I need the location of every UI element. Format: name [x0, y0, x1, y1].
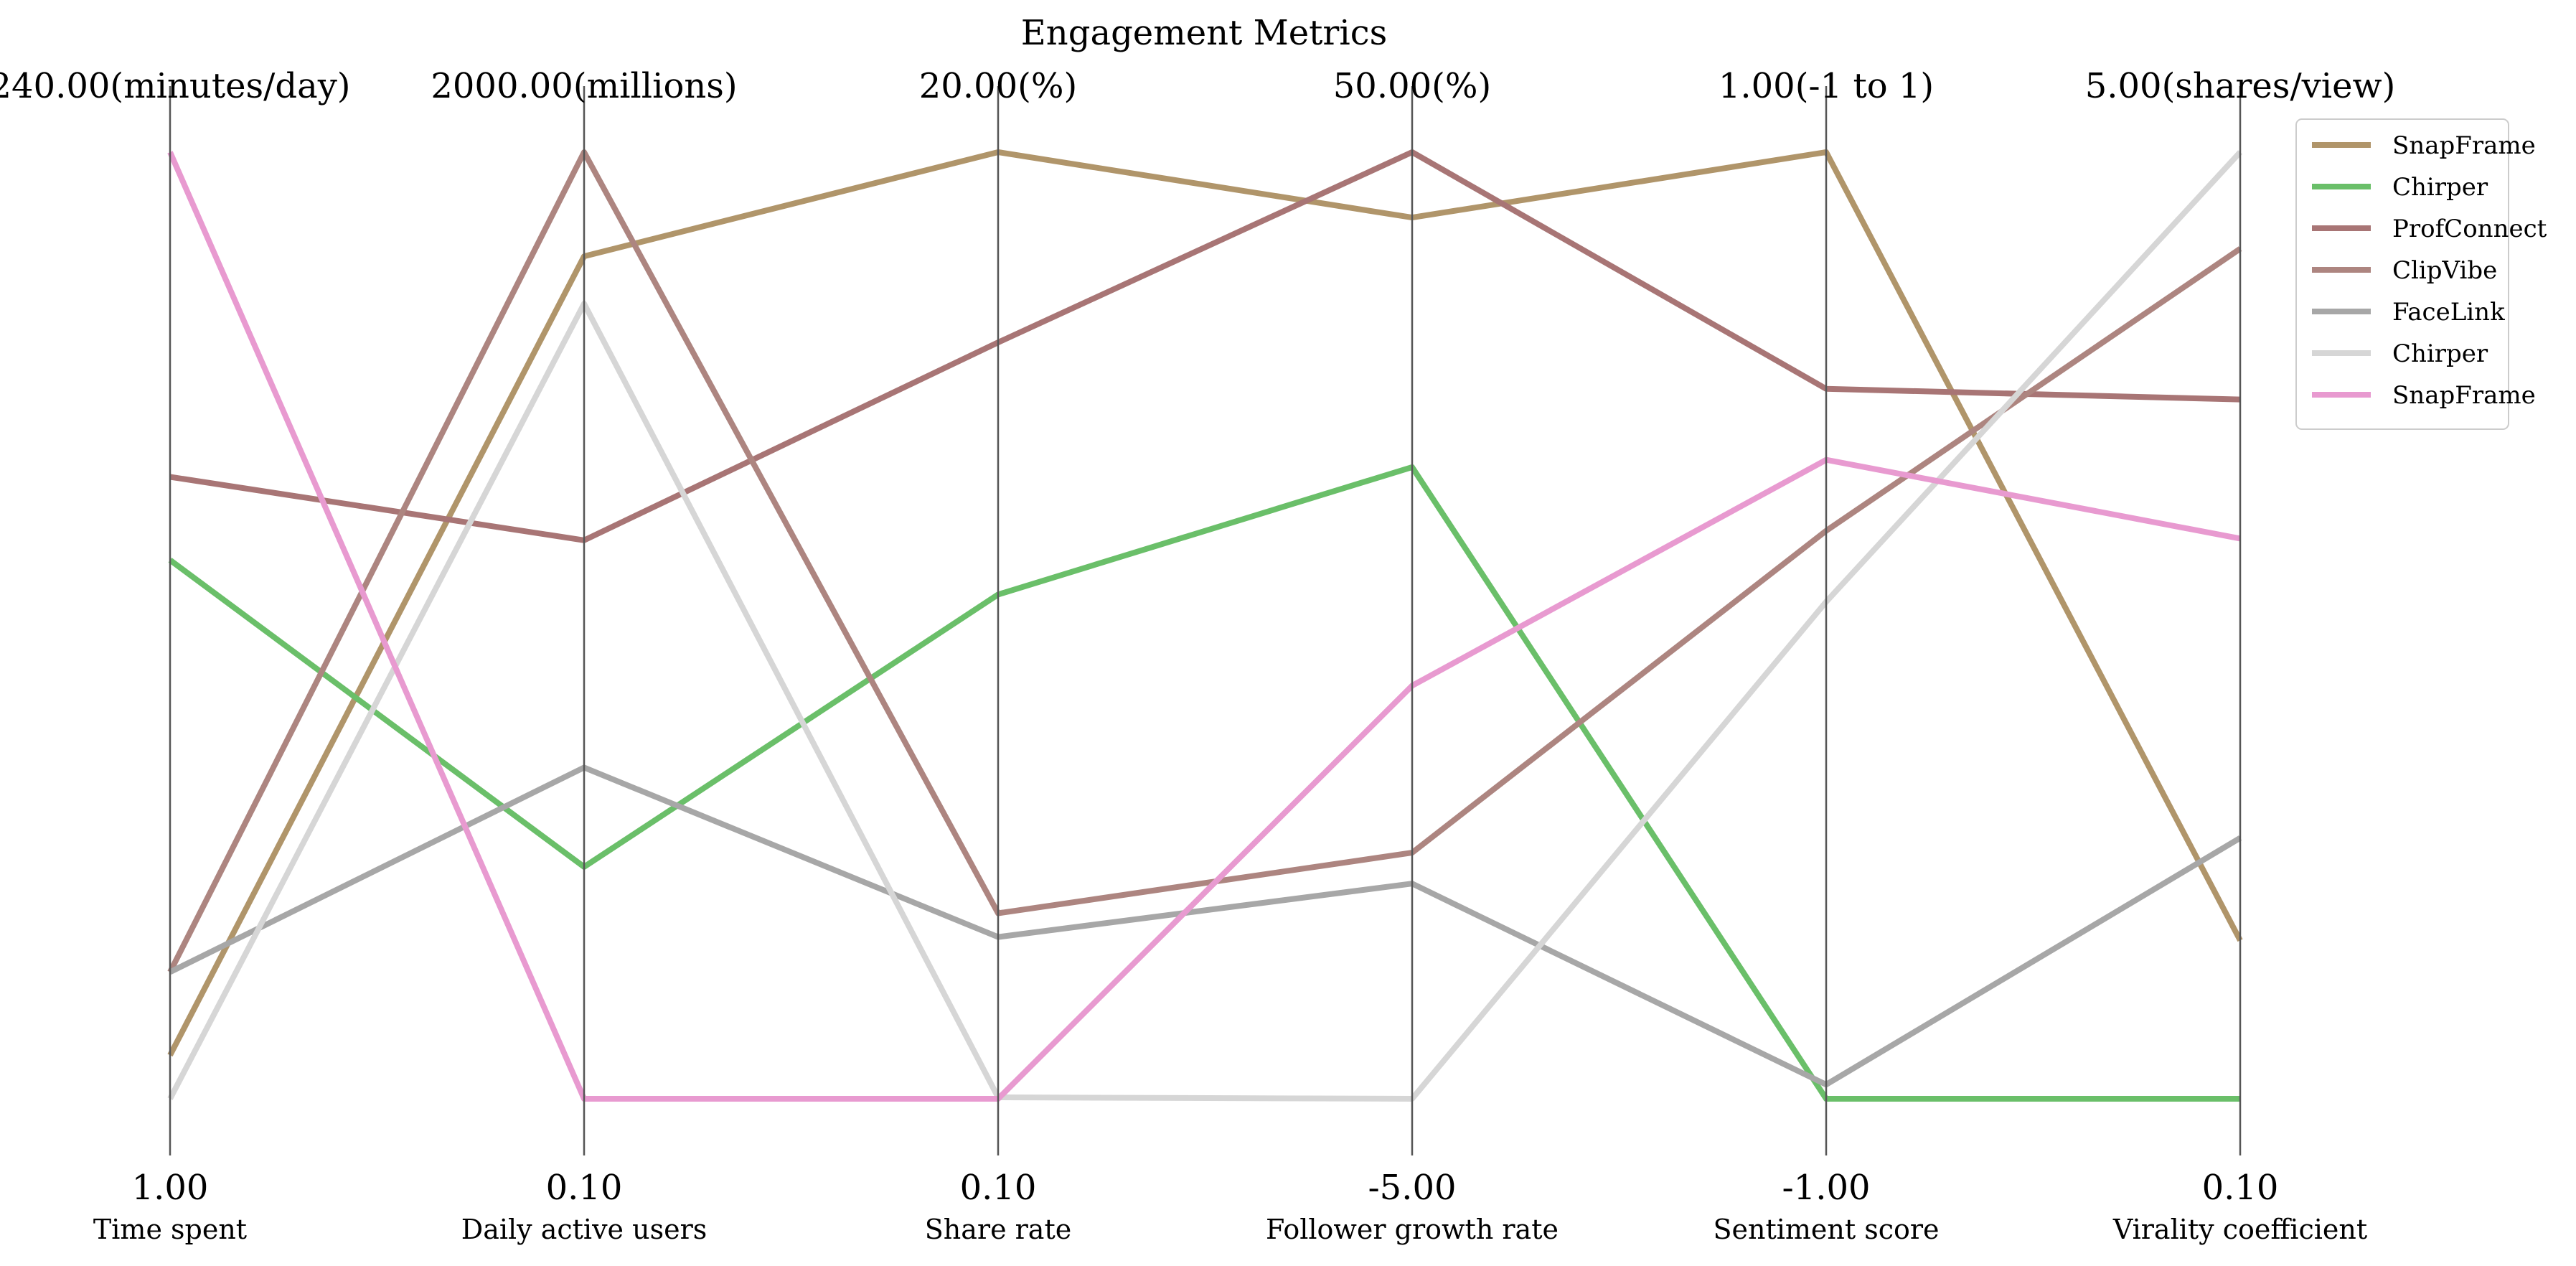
axis-name-label-time-spent: Time spent — [93, 1214, 247, 1245]
axis-min-label-time-spent: 1.00 — [132, 1168, 209, 1208]
axis-max-label-time-spent: 240.00(minutes/day) — [0, 66, 351, 106]
series-lines — [167, 149, 2243, 1102]
series-line-clipvibe-4 — [167, 149, 2242, 974]
series-line-profconnect-3 — [169, 149, 2241, 543]
axis-min-label-sentiment-score: -1.00 — [1782, 1168, 1870, 1208]
axis-min-label-follower-growth-rate: -5.00 — [1368, 1168, 1456, 1208]
axis-min-label-virality-coefficient: 0.10 — [2202, 1168, 2279, 1208]
legend-label-clipvibe-4: ClipVibe — [2392, 256, 2497, 285]
axis-name-label-share-rate: Share rate — [925, 1214, 1071, 1245]
legend-label-chirper-2: Chirper — [2392, 173, 2488, 202]
chart-title: Engagement Metrics — [1021, 13, 1387, 53]
axis-max-label-share-rate: 20.00(%) — [919, 66, 1077, 106]
axis-name-label-sentiment-score: Sentiment score — [1713, 1214, 1939, 1245]
axis-min-label-share-rate: 0.10 — [960, 1168, 1037, 1208]
legend-label-facelink-5: FaceLink — [2392, 298, 2505, 327]
axis-max-label-daily-active-users: 2000.00(millions) — [431, 66, 737, 106]
legend-label-chirper-6: Chirper — [2392, 339, 2488, 368]
series-line-chirper-2 — [168, 464, 2240, 1102]
axis-max-label-follower-growth-rate: 50.00(%) — [1333, 66, 1491, 106]
series-line-chirper-6 — [167, 150, 2242, 1102]
axis-name-label-daily-active-users: Daily active users — [461, 1214, 708, 1245]
series-line-snapframe-1 — [167, 149, 2243, 1057]
axis-max-label-sentiment-score: 1.00(-1 to 1) — [1719, 66, 1934, 106]
axes: 240.00(minutes/day) 1.00 Time spent 2000.00… — [0, 66, 2395, 1245]
legend-label-profconnect-3: ProfConnect — [2392, 215, 2547, 243]
legend-label-snapframe-1: SnapFrame — [2392, 131, 2536, 160]
axis-min-label-daily-active-users: 0.10 — [546, 1168, 623, 1208]
axis-name-label-virality-coefficient: Virality coefficient — [2112, 1214, 2367, 1245]
axis-name-label-follower-growth-rate: Follower growth rate — [1266, 1214, 1559, 1245]
legend: SnapFrame Chirper ProfConnect ClipVibe FaceL… — [2295, 118, 2547, 430]
axis-max-label-virality-coefficient: 5.00(shares/view) — [2085, 66, 2396, 106]
series-line-snapframe-7 — [167, 151, 2241, 1102]
legend-label-snapframe-7: SnapFrame — [2392, 381, 2536, 410]
series-line-facelink-5 — [169, 764, 2242, 1088]
